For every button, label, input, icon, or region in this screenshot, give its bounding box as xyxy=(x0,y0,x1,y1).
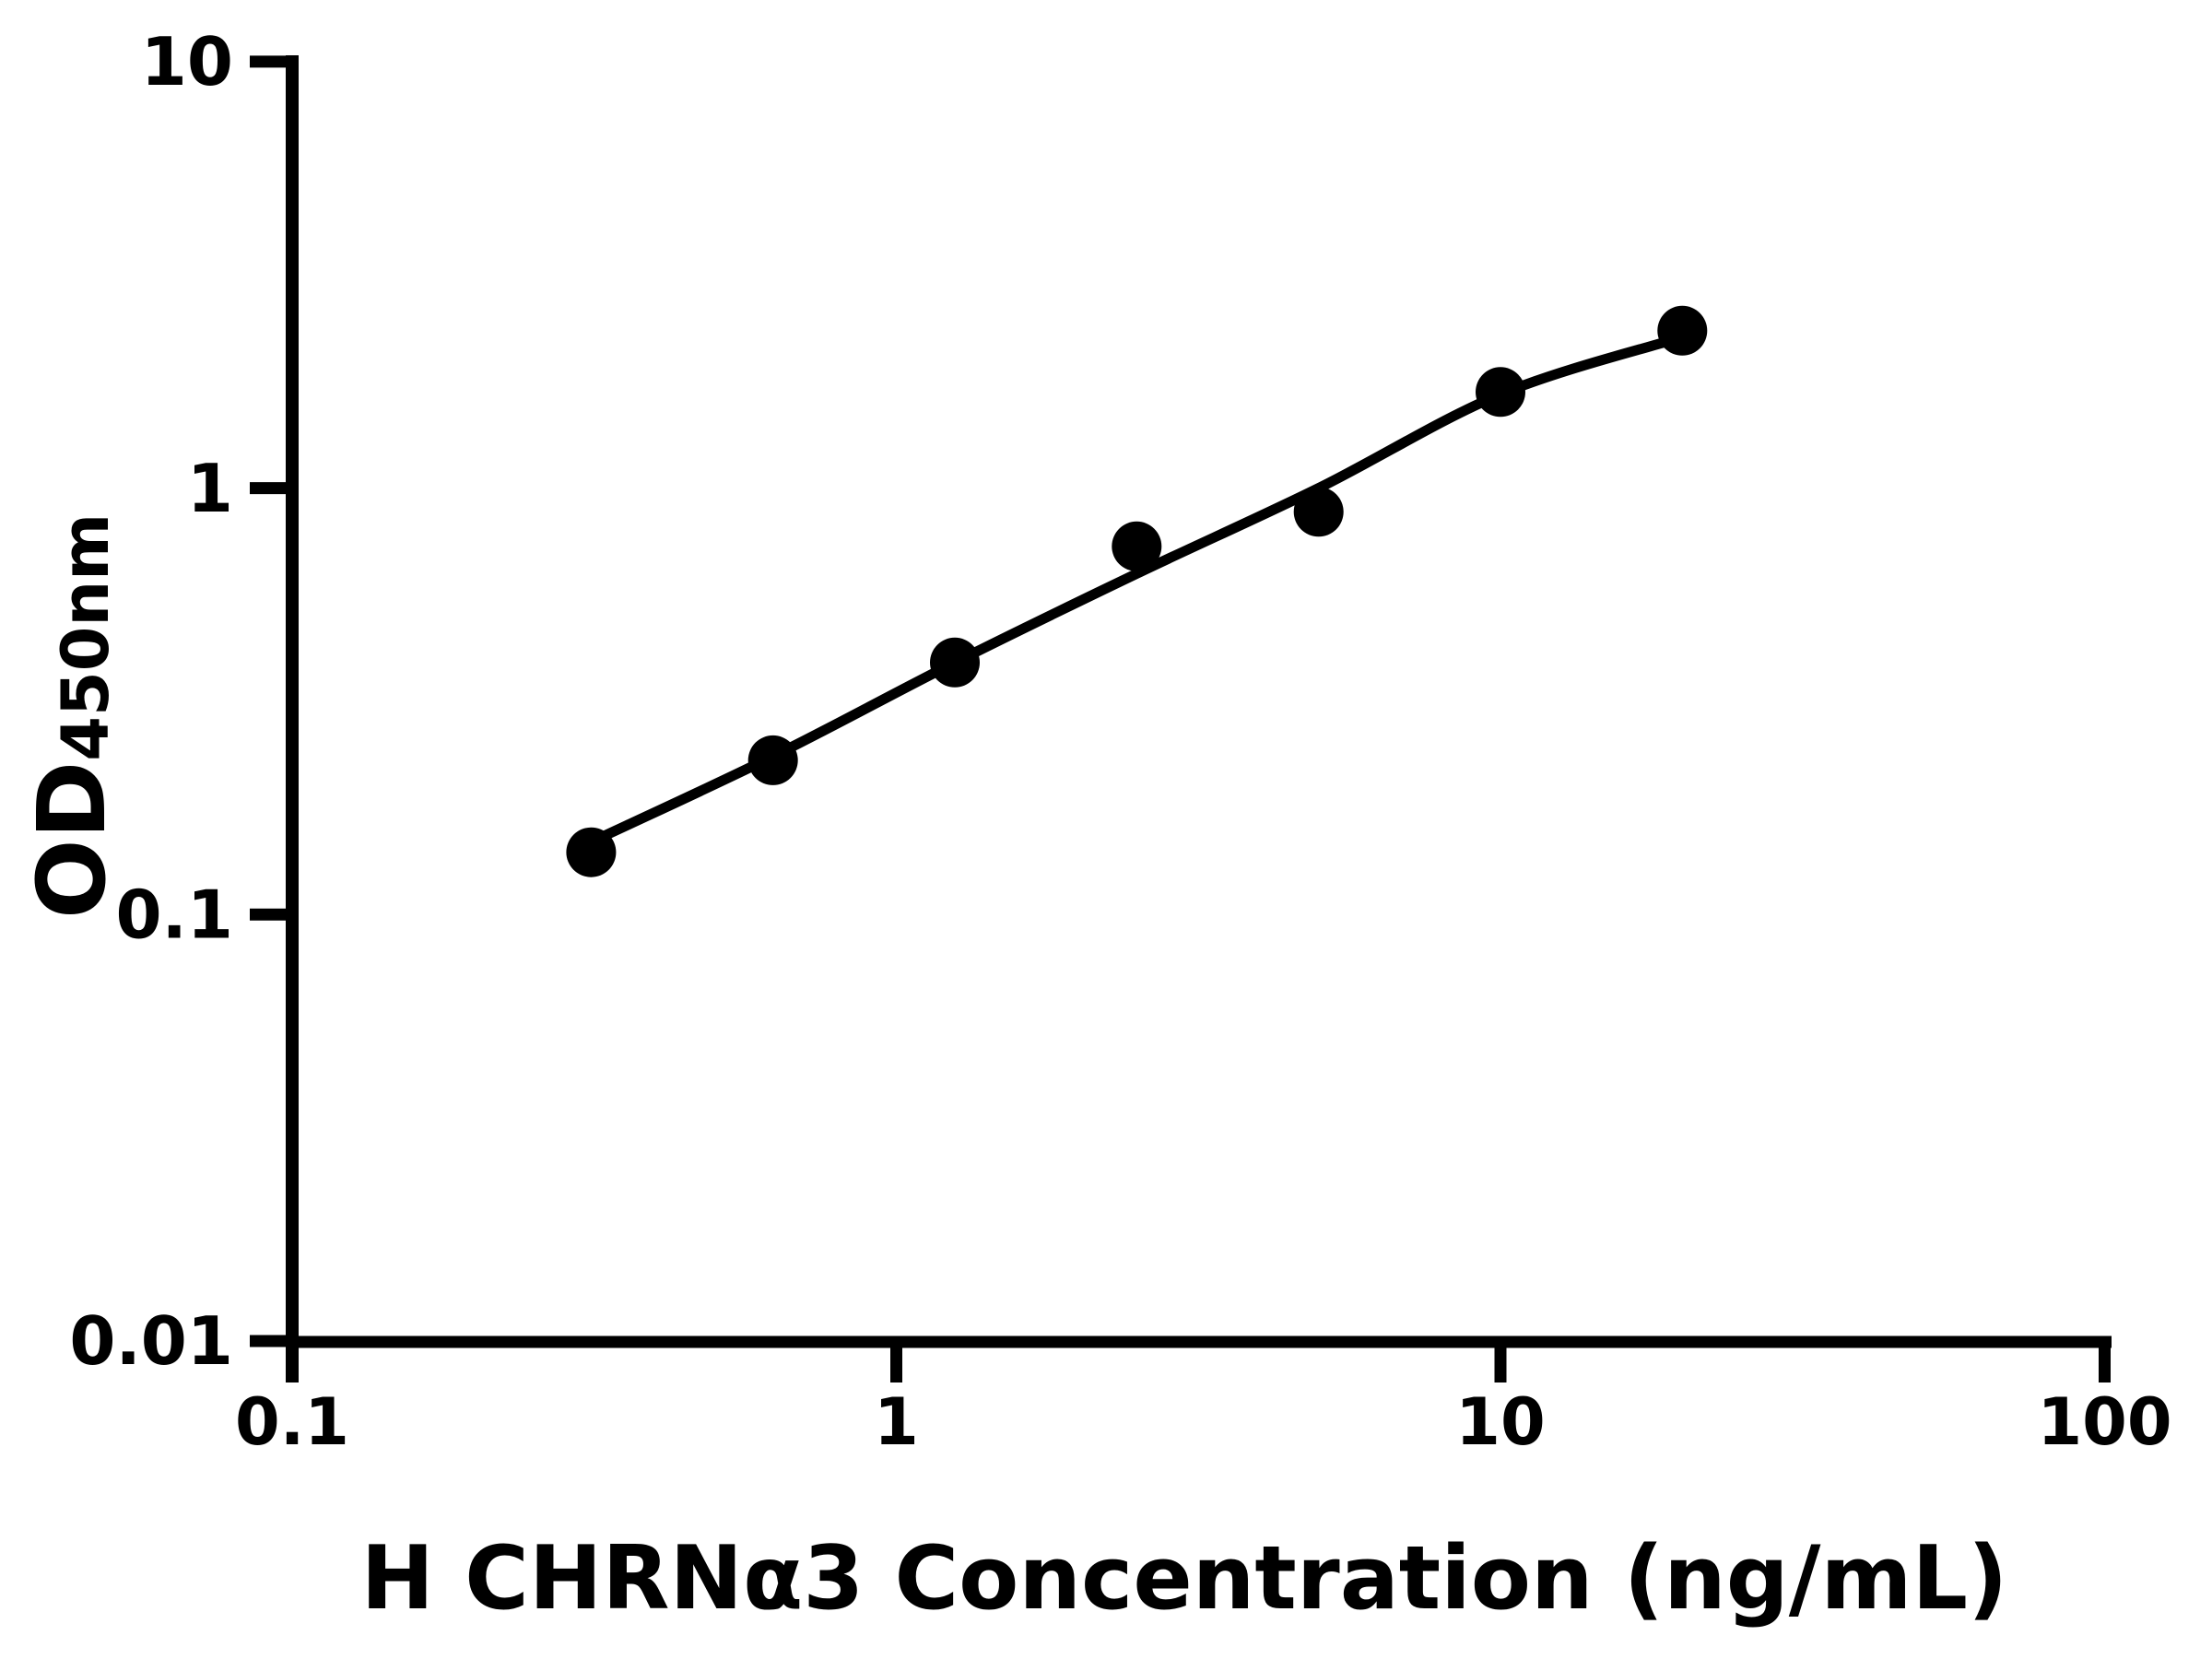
y-tick-label-1: 1 xyxy=(187,450,233,527)
y-axis-ticks: 10 1 0.1 0.01 xyxy=(69,23,292,1380)
data-point-1 xyxy=(566,827,617,877)
x-tick-label-100: 100 xyxy=(2037,1384,2171,1460)
x-axis-ticks: 0.1 1 10 100 xyxy=(235,1342,2172,1460)
y-axis-title-subscript: 450nm xyxy=(48,513,124,761)
x-axis-title: H CHRNα3 Concentration (ng/mL) xyxy=(361,1528,2008,1630)
data-point-5 xyxy=(1293,487,1344,537)
y-tick-label-0.1: 0.1 xyxy=(115,877,233,954)
y-axis-title-main: OD xyxy=(18,761,127,919)
y-axis-title: OD450nm xyxy=(18,513,127,919)
data-point-4 xyxy=(1112,521,1162,571)
x-tick-label-0.1: 0.1 xyxy=(235,1384,349,1460)
data-point-3 xyxy=(930,637,980,688)
y-tick-label-10: 10 xyxy=(141,23,233,100)
y-tick-label-0.01: 0.01 xyxy=(69,1302,233,1380)
data-points-layer xyxy=(566,305,1708,877)
data-point-6 xyxy=(1476,367,1525,418)
x-tick-label-10: 10 xyxy=(1455,1384,1545,1460)
data-point-2 xyxy=(747,735,798,785)
data-point-7 xyxy=(1657,305,1708,356)
x-tick-label-1: 1 xyxy=(874,1384,919,1460)
